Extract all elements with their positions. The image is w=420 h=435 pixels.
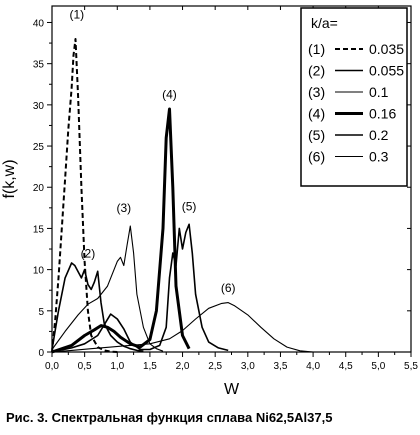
x-tick-label: 0,5 bbox=[78, 361, 92, 372]
x-tick-label: 3,5 bbox=[274, 361, 288, 372]
legend-value-2: 0.055 bbox=[369, 63, 404, 79]
x-tick-label: 4,0 bbox=[306, 361, 320, 372]
curve-label-1: (1) bbox=[69, 7, 84, 21]
x-tick-label: 0,0 bbox=[45, 361, 59, 372]
legend-label-1: (1) bbox=[308, 41, 325, 57]
y-tick-label: 5 bbox=[38, 307, 44, 318]
y-tick-label: 40 bbox=[33, 18, 45, 29]
y-tick-label: 0 bbox=[38, 348, 44, 359]
spectral-function-chart: 0,0 0,5 1,0 1,5 2,0 2,5 3,0 3,5 4,0 4,5 5,0 5,5 0 5 10… bbox=[1, 5, 418, 398]
legend-value-1: 0.035 bbox=[369, 41, 404, 57]
series-line-5 bbox=[51, 223, 229, 353]
curve-label-3: (3) bbox=[116, 201, 131, 215]
x-tick-label: 3,0 bbox=[241, 361, 255, 372]
figure-caption: Рис. 3. Спектральная функция сплава Ni62… bbox=[6, 410, 333, 425]
curve-label-6: (6) bbox=[221, 281, 236, 295]
curve-label-4: (4) bbox=[162, 87, 177, 101]
legend-value-3: 0.1 bbox=[369, 84, 389, 100]
y-tick-label: 15 bbox=[33, 224, 45, 235]
legend-label-3: (3) bbox=[308, 84, 325, 100]
series-line-4 bbox=[51, 107, 191, 354]
legend-value-4: 0.16 bbox=[369, 106, 396, 122]
legend-value-5: 0.2 bbox=[369, 127, 389, 143]
y-tick-label: 10 bbox=[33, 266, 45, 277]
curve-label-5: (5) bbox=[182, 199, 197, 213]
legend-label-4: (4) bbox=[308, 106, 325, 122]
x-axis-title: W bbox=[224, 381, 240, 398]
legend-label-5: (5) bbox=[308, 127, 325, 143]
curve-label-2: (2) bbox=[81, 246, 96, 260]
y-tick-label: 20 bbox=[33, 183, 45, 194]
series-line-2 bbox=[51, 262, 144, 352]
x-tick-label: 2,0 bbox=[176, 361, 190, 372]
legend-label-2: (2) bbox=[308, 63, 325, 79]
y-tick-label: 35 bbox=[33, 60, 45, 71]
series-line-6 bbox=[51, 302, 314, 353]
x-tick-label: 5,0 bbox=[371, 361, 385, 372]
legend-title: k/a= bbox=[311, 15, 338, 31]
x-tick-label: 4,5 bbox=[339, 361, 353, 372]
y-axis-title: f(k,w) bbox=[1, 159, 18, 198]
x-tick-label: 5,5 bbox=[404, 361, 418, 372]
y-tick-label: 25 bbox=[33, 142, 45, 153]
legend-label-6: (6) bbox=[308, 149, 325, 165]
x-tick-label: 1,0 bbox=[110, 361, 124, 372]
x-tick-label: 2,5 bbox=[208, 361, 222, 372]
series-line-1 bbox=[51, 38, 118, 353]
series-line-3 bbox=[51, 225, 164, 352]
x-tick-label: 1,5 bbox=[143, 361, 157, 372]
y-tick-label: 30 bbox=[33, 101, 45, 112]
legend-value-6: 0.3 bbox=[369, 149, 389, 165]
